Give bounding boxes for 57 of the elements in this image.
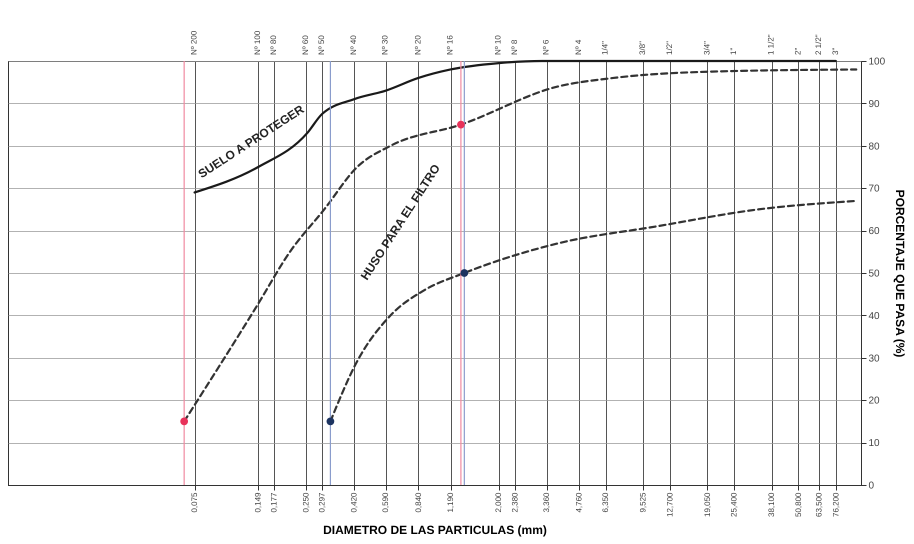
y-tick-label: 90 xyxy=(868,98,880,110)
text: Nº 30 xyxy=(380,34,390,55)
y-tick-label: 60 xyxy=(868,226,880,238)
y-tick-label: 0 xyxy=(868,480,874,492)
x-tick-label: 0,250 xyxy=(302,492,311,513)
x-tick-label: 3,360 xyxy=(542,492,552,513)
text: Nº 100 xyxy=(253,30,262,55)
text: Nº 10 xyxy=(494,34,503,55)
text: 1 1/2" xyxy=(766,34,776,55)
x-tick-label: 0,297 xyxy=(318,492,327,513)
y-tick-label: 70 xyxy=(868,184,880,195)
x-tick-label: 0,590 xyxy=(381,492,390,513)
text: 3/8" xyxy=(638,40,648,55)
x-tick-label: 0,075 xyxy=(190,492,200,513)
text: Nº 40 xyxy=(349,34,358,55)
y-tick-label: 30 xyxy=(868,353,880,364)
x-tick-label: 0,149 xyxy=(254,492,263,513)
text: 3/4" xyxy=(702,40,712,55)
text: Nº 8 xyxy=(510,39,519,55)
text: 2 1/2" xyxy=(814,34,823,55)
text: Nº 4 xyxy=(574,39,583,55)
y-tick-label: 100 xyxy=(868,56,886,68)
y-tick-label: 80 xyxy=(868,141,880,152)
x-axis-title: DIAMETRO DE LAS PARTICULAS (mm) xyxy=(323,522,547,537)
x-tick-label: 50,800 xyxy=(794,492,803,517)
text: Nº 60 xyxy=(301,34,310,55)
x-tick-label: 0,177 xyxy=(270,492,279,513)
x-tick-label: 76,200 xyxy=(831,492,840,517)
x-tick-label: 0,420 xyxy=(350,492,359,513)
text: 1" xyxy=(729,48,738,55)
x-tick-label: 12,700 xyxy=(665,492,674,517)
x-tick-label: 2,000 xyxy=(494,492,504,513)
x-tick-label: 9,525 xyxy=(638,492,648,513)
text: 1/4" xyxy=(600,40,610,55)
x-tick-label: 6,350 xyxy=(601,492,610,513)
y-tick-label: 40 xyxy=(868,310,880,322)
y-tick-label: 50 xyxy=(868,268,880,280)
text: Nº 16 xyxy=(446,34,455,55)
x-tick-label: 0,840 xyxy=(414,492,423,513)
x-tick-label: 1,190 xyxy=(446,492,456,513)
text: Nº 20 xyxy=(413,34,422,55)
x-tick-label: 4,760 xyxy=(574,492,584,513)
text: 2" xyxy=(793,48,802,55)
text: 1/2" xyxy=(664,40,674,55)
y-tick-label: 10 xyxy=(868,438,880,450)
text: Nº 6 xyxy=(542,39,551,55)
x-tick-label: 2,380 xyxy=(510,492,520,513)
text: 3" xyxy=(830,48,840,55)
y-axis-title: PORCENTAJE QUE PASA (%) xyxy=(893,190,908,358)
text: Nº 200 xyxy=(190,30,199,55)
y-tick-label: 20 xyxy=(868,396,880,407)
x-tick-label: 63,500 xyxy=(814,492,824,517)
text: Nº 80 xyxy=(269,34,278,55)
x-tick-label: 25,400 xyxy=(730,492,739,517)
x-tick-label: 38,100 xyxy=(767,492,776,517)
x-tick-label: 19,050 xyxy=(702,492,712,517)
text: Nº 50 xyxy=(317,34,326,55)
